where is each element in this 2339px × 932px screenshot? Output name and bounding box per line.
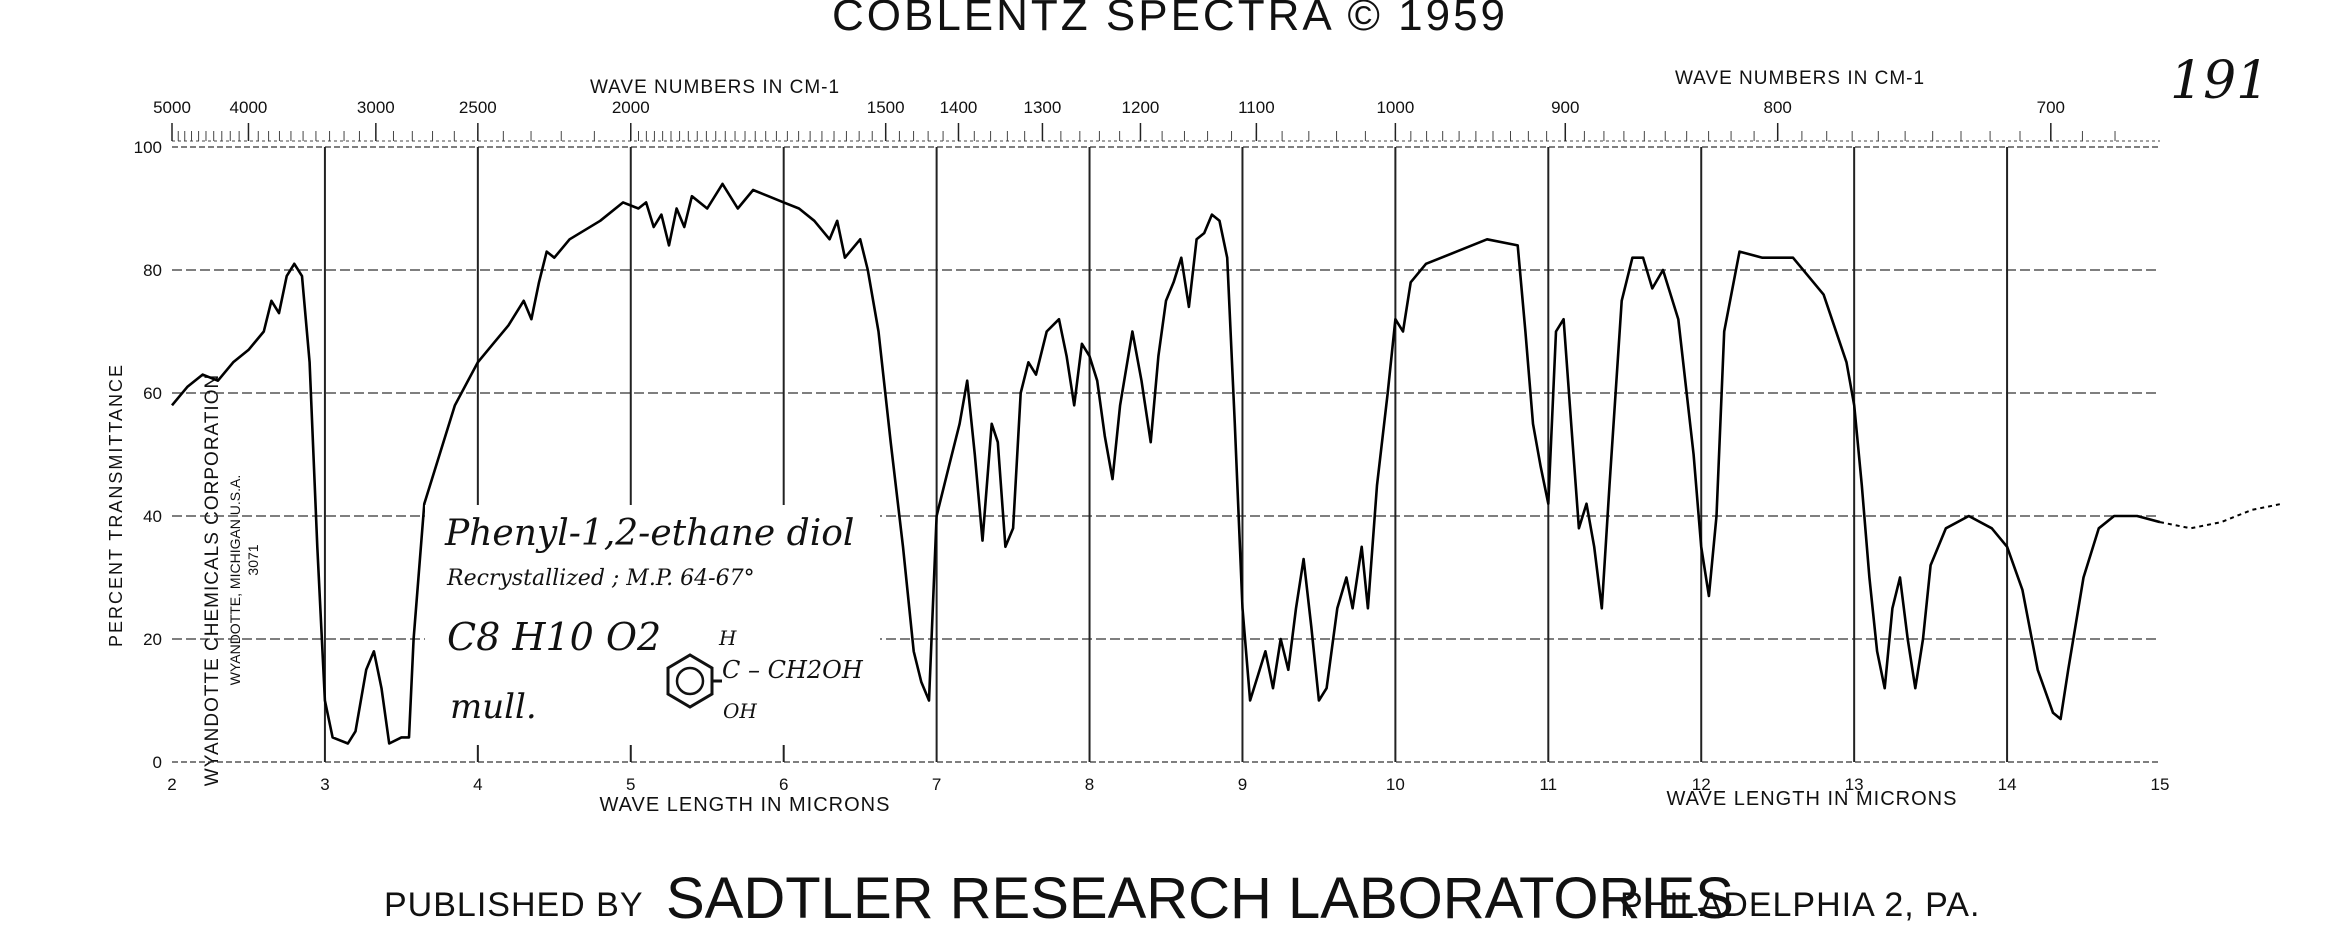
x-tick-label: 11 <box>1539 775 1557 794</box>
x-tick-label: 7 <box>932 775 941 794</box>
x-tick-label: 9 <box>1238 775 1247 794</box>
sample-annotation: Phenyl-1,2-ethane diol Recrystallized ; … <box>425 505 880 745</box>
x-tick-label: 8 <box>1085 775 1094 794</box>
x2-axis-label-left: WAVE NUMBERS IN CM-1 <box>590 77 840 98</box>
x-axis-label-right: WAVE LENGTH IN MICRONS <box>1667 788 1958 810</box>
x-tick-label: 10 <box>1386 775 1405 794</box>
x-tick-label: 12 <box>1692 775 1711 794</box>
x-tick-label: 4 <box>473 775 482 794</box>
x-tick-label: 3 <box>320 775 329 794</box>
plot-grid <box>171 123 2160 763</box>
molecular-formula: C8 H10 O2 <box>447 615 661 659</box>
top-tick-label: 1300 <box>1024 98 1062 117</box>
recrystallized-note: Recrystallized ; M.P. 64-67° <box>446 566 755 591</box>
y-axis-label: PERCENT TRANSMITTANCE <box>106 363 126 647</box>
side-city-text: WYANDOTTE, MICHIGAN U.S.A. <box>227 475 243 686</box>
top-tick-label: 900 <box>1551 98 1579 117</box>
top-tick-label: 2500 <box>459 98 497 117</box>
benzene-ring-icon <box>666 653 722 709</box>
top-tick-label: 800 <box>1764 98 1792 117</box>
x-tick-label: 2 <box>167 775 176 794</box>
top-tick-label: 3000 <box>357 98 395 117</box>
x-tick-label: 14 <box>1998 775 2017 794</box>
top-tick-label: 2000 <box>612 98 650 117</box>
top-tick-label: 1200 <box>1122 98 1160 117</box>
top-tick-label: 5000 <box>153 98 191 117</box>
spectrum-series <box>171 182 2283 745</box>
y-tick-label: 80 <box>143 261 162 280</box>
top-tick-label: 1000 <box>1376 98 1414 117</box>
y-tick-label: 40 <box>143 507 162 526</box>
structure-h: H <box>718 626 737 650</box>
x-axis-label-left: WAVE LENGTH IN MICRONS <box>600 794 891 816</box>
y-tick-label: 0 <box>153 753 162 772</box>
spectrum-line-extension <box>2159 502 2283 530</box>
top-tick-label: 700 <box>2037 98 2065 117</box>
side-corp-text: WYANDOTTE CHEMICALS CORPORATION <box>202 374 223 786</box>
x-tick-label: 5 <box>626 775 635 794</box>
chart-title: COBLENTZ SPECTRA © 1959 <box>832 0 1508 40</box>
footer-location: PHILADELPHIA 2, PA. <box>1620 886 1980 924</box>
y-tick-label: 100 <box>134 138 162 157</box>
x-tick-label: 15 <box>2151 775 2170 794</box>
spectrum-line <box>171 182 2161 745</box>
x-tick-label: 13 <box>1845 775 1864 794</box>
sample-prep: mull. <box>450 687 537 727</box>
y-tick-label: 20 <box>143 630 162 649</box>
footer-prefix: PUBLISHED BY <box>384 886 644 924</box>
top-tick-label: 4000 <box>230 98 268 117</box>
structure-oh: OH <box>723 699 757 723</box>
x2-axis-label-right: WAVE NUMBERS IN CM-1 <box>1675 68 1925 89</box>
compound-name: Phenyl-1,2-ethane diol <box>444 513 854 554</box>
y-tick-label: 60 <box>143 384 162 403</box>
page-mark: 191 <box>2170 51 2269 111</box>
side-code-text: 3071 <box>245 544 261 575</box>
footer-publisher: SADTLER RESEARCH LABORATORIES <box>666 866 1734 931</box>
structure-chain: C – CH2OH <box>722 656 864 684</box>
top-tick-label: 1400 <box>940 98 978 117</box>
x-tick-label: 6 <box>779 775 788 794</box>
top-tick-label: 1100 <box>1238 98 1275 117</box>
axis-ticks: 0 20 40 60 80 100 2 3 4 5 6 7 8 9 10 11 12 13 14 15 5000 4000… <box>134 98 2170 794</box>
top-tick-label: 1500 <box>867 98 905 117</box>
